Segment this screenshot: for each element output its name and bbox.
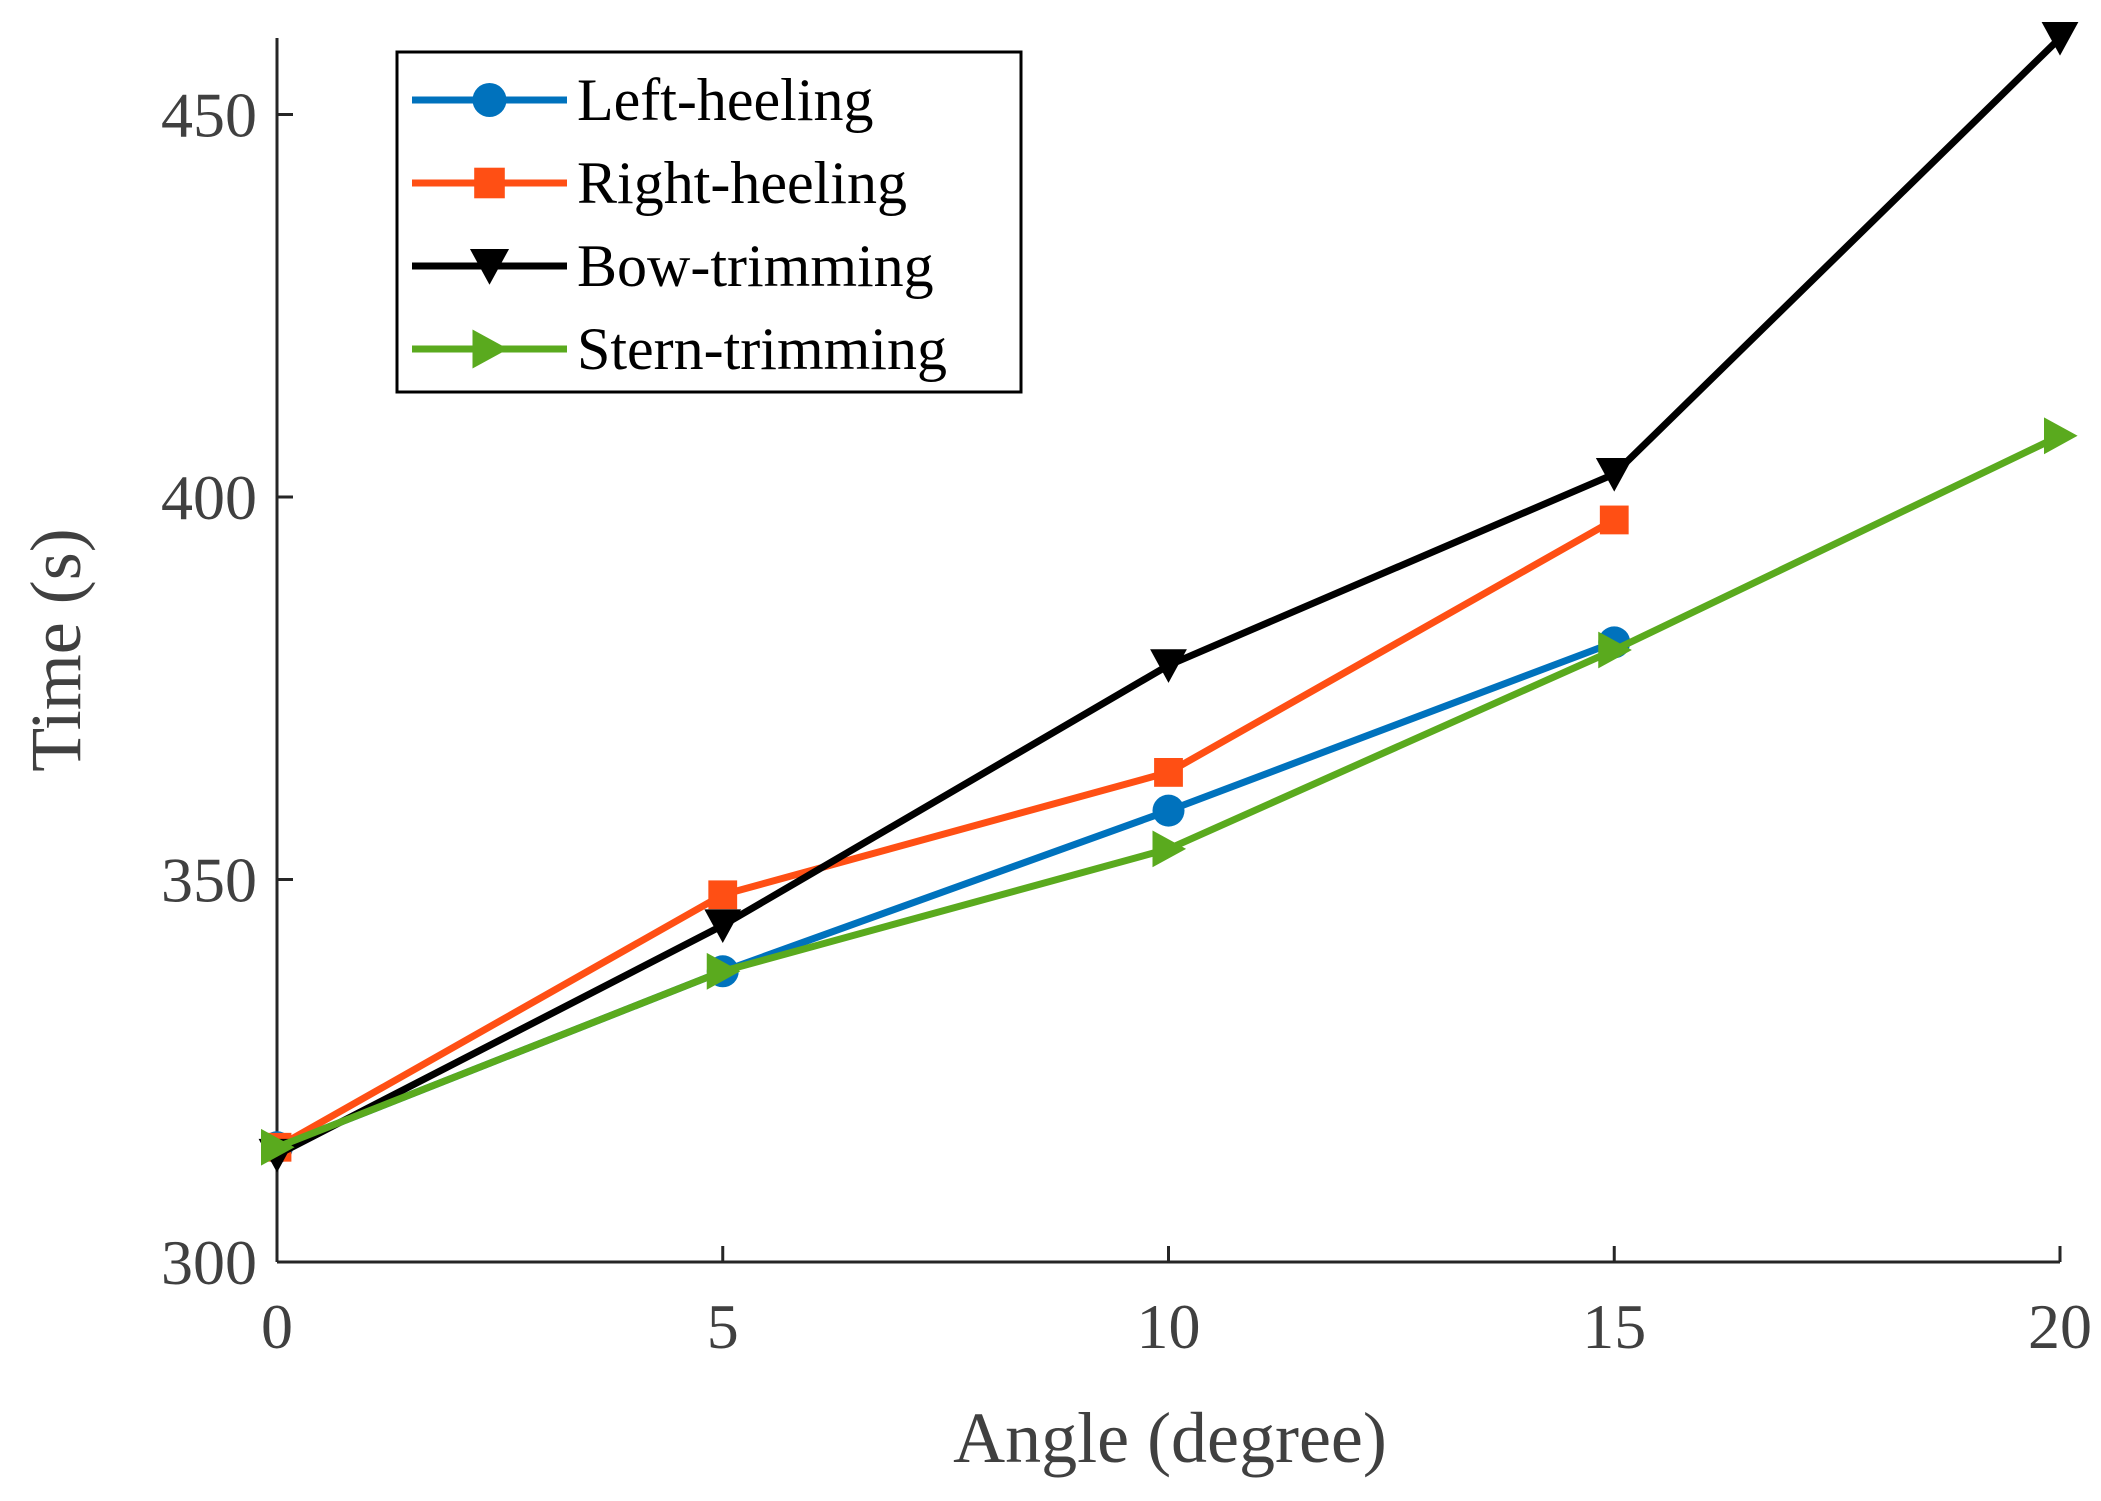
series-line [275, 516, 1616, 1151]
data-point [2044, 417, 2078, 455]
data-point [1154, 758, 1183, 787]
legend-item: Bow-trimming [412, 233, 934, 299]
data-point [472, 83, 507, 117]
data-point [708, 880, 738, 910]
axes: 0 5 10 15 20 300 350 400 450 [161, 38, 2092, 1362]
y-tick-label: 350 [161, 845, 257, 916]
legend-label: Right-heeling [577, 150, 907, 216]
data-point [2041, 22, 2079, 56]
data-point [1152, 830, 1187, 868]
data-point [1595, 458, 1633, 492]
x-tick-label: 20 [2028, 1291, 2092, 1362]
series-line [275, 432, 2062, 1151]
data-point [704, 909, 742, 943]
y-tick-label: 450 [161, 80, 257, 151]
legend-item: Left-heeling [412, 67, 874, 133]
data-point [1150, 649, 1187, 683]
series-left-heeling [261, 626, 1631, 1164]
legend-label: Stern-trimming [577, 316, 947, 382]
data-point [474, 167, 505, 199]
x-tick-label: 5 [707, 1291, 739, 1362]
series-right-heeling [262, 505, 1629, 1162]
series-layer [258, 22, 2079, 1173]
legend-label: Bow-trimming [577, 233, 934, 299]
data-point [706, 952, 741, 990]
legend-label: Left-heeling [577, 67, 874, 133]
series-stern-trimming [261, 417, 2078, 1166]
data-point [261, 1128, 295, 1166]
y-tick-label: 300 [161, 1227, 257, 1298]
x-tick-label: 0 [261, 1291, 293, 1362]
data-point [1598, 631, 1632, 669]
data-point [469, 249, 510, 285]
legend: Left-heeling Right-heeling Bow-trimming Ste… [395, 50, 1023, 394]
x-axis-label: Angle (degree) [953, 1398, 1387, 1478]
legend-item: Right-heeling [412, 150, 907, 216]
data-point [1599, 505, 1629, 535]
y-tick-label: 400 [161, 462, 257, 533]
x-tick-label: 15 [1582, 1291, 1646, 1362]
data-point [1152, 794, 1185, 827]
y-axis-label: Time (s) [16, 528, 96, 771]
data-point [472, 329, 509, 369]
x-tick-label: 10 [1137, 1291, 1201, 1362]
legend-item: Stern-trimming [412, 316, 947, 382]
